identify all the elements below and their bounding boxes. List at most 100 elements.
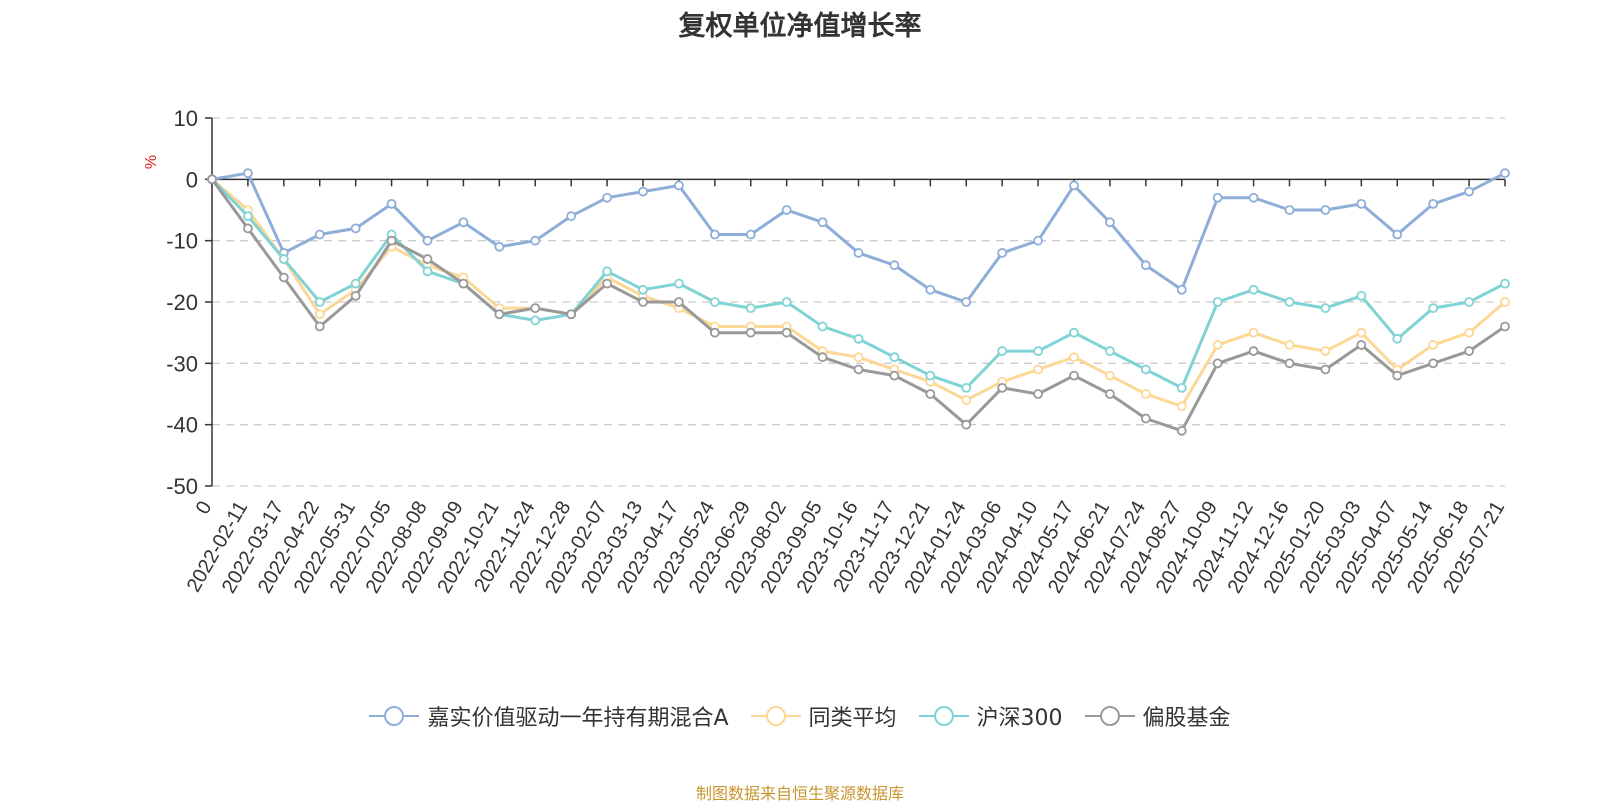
data-point <box>1212 358 1223 369</box>
data-point <box>1464 297 1474 307</box>
legend-swatch-icon <box>1084 706 1135 726</box>
y-axis-label: % <box>143 155 160 169</box>
data-point <box>1500 168 1510 179</box>
data-point <box>1069 370 1079 381</box>
data-point <box>1105 217 1115 228</box>
data-point <box>1320 303 1331 314</box>
data-point <box>350 290 361 301</box>
legend-marker <box>384 706 405 726</box>
data-point <box>1392 229 1403 240</box>
legend-label: 偏股基金 <box>1142 706 1231 731</box>
data-point <box>1320 346 1331 356</box>
data-point <box>1500 321 1510 332</box>
data-point <box>1248 327 1259 338</box>
data-point <box>386 235 397 246</box>
data-point <box>1176 401 1187 412</box>
data-point <box>1284 205 1295 215</box>
legend-marker <box>933 706 954 726</box>
data-point <box>243 168 253 179</box>
data-point <box>1284 297 1295 307</box>
data-point <box>817 321 828 332</box>
data-point <box>1248 284 1259 295</box>
line-chart: 100-10-20-30-40-5002022-02-112022-03-172… <box>143 106 1510 597</box>
data-point <box>1069 352 1079 363</box>
data-point <box>745 327 756 338</box>
data-point <box>350 278 361 289</box>
data-point <box>1140 364 1151 375</box>
data-point <box>1176 425 1187 436</box>
source-note: 制图数据来自恒生聚源数据库 <box>695 784 904 803</box>
data-point <box>1176 382 1187 393</box>
data-point <box>1428 358 1439 369</box>
data-point <box>1212 340 1223 350</box>
data-point <box>853 352 864 363</box>
data-point <box>243 223 253 234</box>
data-point <box>1105 389 1115 399</box>
data-point <box>961 297 972 307</box>
data-point <box>1428 303 1439 314</box>
data-point <box>1176 284 1187 295</box>
data-point <box>530 303 541 314</box>
legend-label: 同类平均 <box>808 706 897 731</box>
legend-label: 沪深300 <box>976 706 1063 731</box>
data-point <box>1392 370 1403 381</box>
data-point <box>1248 192 1259 203</box>
legend-item[interactable]: 偏股基金 <box>1084 700 1231 732</box>
data-point <box>1356 340 1367 350</box>
legend-item[interactable]: 嘉实价值驱动一年持有期混合A <box>369 700 729 732</box>
y-tick-label: -20 <box>166 290 198 315</box>
legend-swatch-icon <box>918 706 969 726</box>
data-point <box>638 186 648 197</box>
data-point <box>1105 346 1115 356</box>
data-point <box>566 211 577 222</box>
data-point <box>1284 358 1295 369</box>
data-point <box>997 346 1008 356</box>
y-tick-label: -50 <box>166 474 198 499</box>
data-point <box>853 248 864 258</box>
data-point <box>1033 235 1043 246</box>
data-point <box>997 382 1008 393</box>
y-tick-label: -40 <box>166 413 198 438</box>
data-point <box>1500 297 1510 307</box>
data-point <box>853 333 864 344</box>
data-point <box>530 235 541 246</box>
data-point <box>781 327 792 338</box>
data-point <box>817 352 828 363</box>
data-point <box>745 303 756 314</box>
data-point <box>1069 327 1079 338</box>
data-point <box>422 266 433 277</box>
data-point <box>1033 364 1043 375</box>
legend-item[interactable]: 同类平均 <box>750 700 897 732</box>
data-point <box>889 370 900 381</box>
data-point <box>1212 297 1223 307</box>
legend-swatch-icon <box>750 706 801 726</box>
series-lines <box>207 168 1510 436</box>
x-tick-label: 0 <box>192 498 217 519</box>
data-point <box>961 419 972 430</box>
data-point <box>314 309 325 320</box>
data-point <box>1500 278 1510 289</box>
data-point <box>709 297 720 307</box>
data-point <box>494 241 505 252</box>
data-point <box>997 248 1008 258</box>
data-point <box>709 327 720 338</box>
data-point <box>889 352 900 363</box>
data-point <box>853 364 864 375</box>
legend-marker <box>765 706 786 726</box>
data-point <box>1069 180 1079 191</box>
data-point <box>602 192 612 203</box>
axes: 100-10-20-30-40-5002022-02-112022-03-172… <box>166 106 1509 597</box>
data-point <box>1320 205 1331 215</box>
data-point <box>422 254 433 264</box>
data-point <box>1320 364 1331 375</box>
data-point <box>350 223 361 234</box>
data-point <box>314 229 325 240</box>
data-point <box>1356 290 1367 301</box>
data-point <box>961 382 972 393</box>
data-point <box>1356 198 1367 209</box>
legend-swatch-icon <box>369 706 420 726</box>
data-point <box>674 278 684 289</box>
legend-item[interactable]: 沪深300 <box>918 700 1063 732</box>
data-point <box>566 309 577 320</box>
data-point <box>1105 370 1115 381</box>
